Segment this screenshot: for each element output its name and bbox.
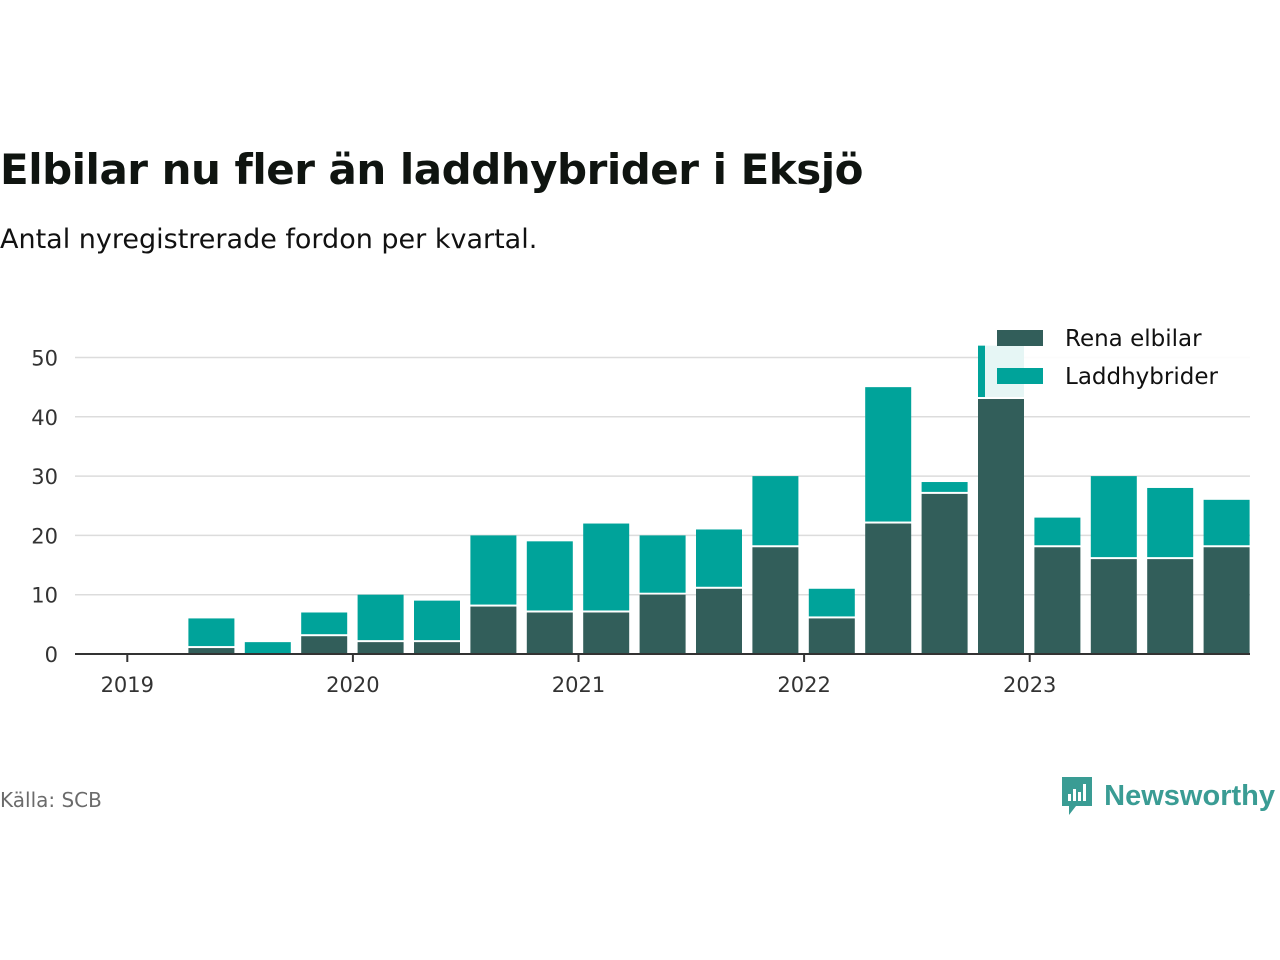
bar-laddhybrider xyxy=(244,642,291,654)
bar-laddhybrider xyxy=(921,482,968,492)
bar-laddhybrider xyxy=(1203,499,1250,546)
y-tick-label: 10 xyxy=(31,584,58,608)
source-note: Källa: SCB xyxy=(0,788,102,812)
bar-laddhybrider xyxy=(752,476,799,546)
y-tick-label: 0 xyxy=(45,643,58,667)
bar-rena-elbilar xyxy=(470,606,517,654)
bar-rena-elbilar xyxy=(583,612,630,654)
legend-swatch xyxy=(997,330,1043,346)
legend-label: Rena elbilar xyxy=(1065,326,1202,352)
bar-laddhybrider xyxy=(1090,476,1137,558)
bar-rena-elbilar xyxy=(188,648,235,654)
x-axis: 2019 2020 2021 2022 2023 xyxy=(75,653,1250,697)
bar-laddhybrider xyxy=(1147,487,1194,558)
bar-laddhybrider xyxy=(808,588,855,617)
legend: Rena elbilar Laddhybrider xyxy=(985,318,1253,398)
bars xyxy=(188,345,1250,654)
x-tick-label: 2019 xyxy=(101,673,154,697)
bar-rena-elbilar xyxy=(978,399,1024,654)
x-tick-label: 2023 xyxy=(1003,673,1056,697)
bar-rena-elbilar xyxy=(1147,559,1194,654)
bar-laddhybrider xyxy=(301,612,348,635)
bar-rena-elbilar xyxy=(1203,547,1250,654)
y-tick-label: 40 xyxy=(31,406,58,430)
bar-rena-elbilar xyxy=(1034,547,1081,654)
bar-laddhybrider xyxy=(1034,517,1081,546)
bar-laddhybrider xyxy=(865,387,912,522)
bar-rena-elbilar xyxy=(752,547,799,654)
bar-laddhybrider xyxy=(188,618,235,647)
bar-rena-elbilar xyxy=(357,642,404,654)
bar-rena-elbilar xyxy=(808,618,855,654)
y-tick-label: 20 xyxy=(31,524,58,548)
bar-laddhybrider xyxy=(414,600,460,641)
x-tick-label: 2022 xyxy=(777,673,830,697)
legend-swatch xyxy=(997,368,1043,384)
bar-laddhybrider xyxy=(639,535,686,593)
y-tick-label: 50 xyxy=(31,347,58,371)
bar-laddhybrider xyxy=(583,523,630,611)
x-tick-label: 2020 xyxy=(326,673,379,697)
y-tick-label: 30 xyxy=(31,465,58,489)
y-axis-ticks: 0 10 20 30 40 50 xyxy=(31,347,58,668)
brand: Newsworthy xyxy=(1060,774,1275,818)
bar-laddhybrider xyxy=(696,529,742,587)
chart-title: Elbilar nu fler än laddhybrider i Eksjö xyxy=(0,145,864,194)
bar-laddhybrider xyxy=(357,594,404,641)
bar-rena-elbilar xyxy=(414,642,460,654)
bar-rena-elbilar xyxy=(301,636,348,654)
chart-subtitle: Antal nyregistrerade fordon per kvartal. xyxy=(0,224,538,255)
bar-rena-elbilar xyxy=(639,594,686,654)
x-tick-label: 2021 xyxy=(552,673,605,697)
bar-rena-elbilar xyxy=(921,493,968,654)
bar-rena-elbilar xyxy=(865,523,912,654)
bar-laddhybrider xyxy=(526,541,573,611)
bar-rena-elbilar xyxy=(1090,559,1137,654)
newsworthy-logo-icon xyxy=(1062,777,1093,815)
bar-laddhybrider xyxy=(470,535,517,605)
brand-name: Newsworthy xyxy=(1104,779,1275,812)
bar-rena-elbilar xyxy=(696,588,742,654)
bar-rena-elbilar xyxy=(526,612,573,654)
legend-label: Laddhybrider xyxy=(1065,364,1218,390)
